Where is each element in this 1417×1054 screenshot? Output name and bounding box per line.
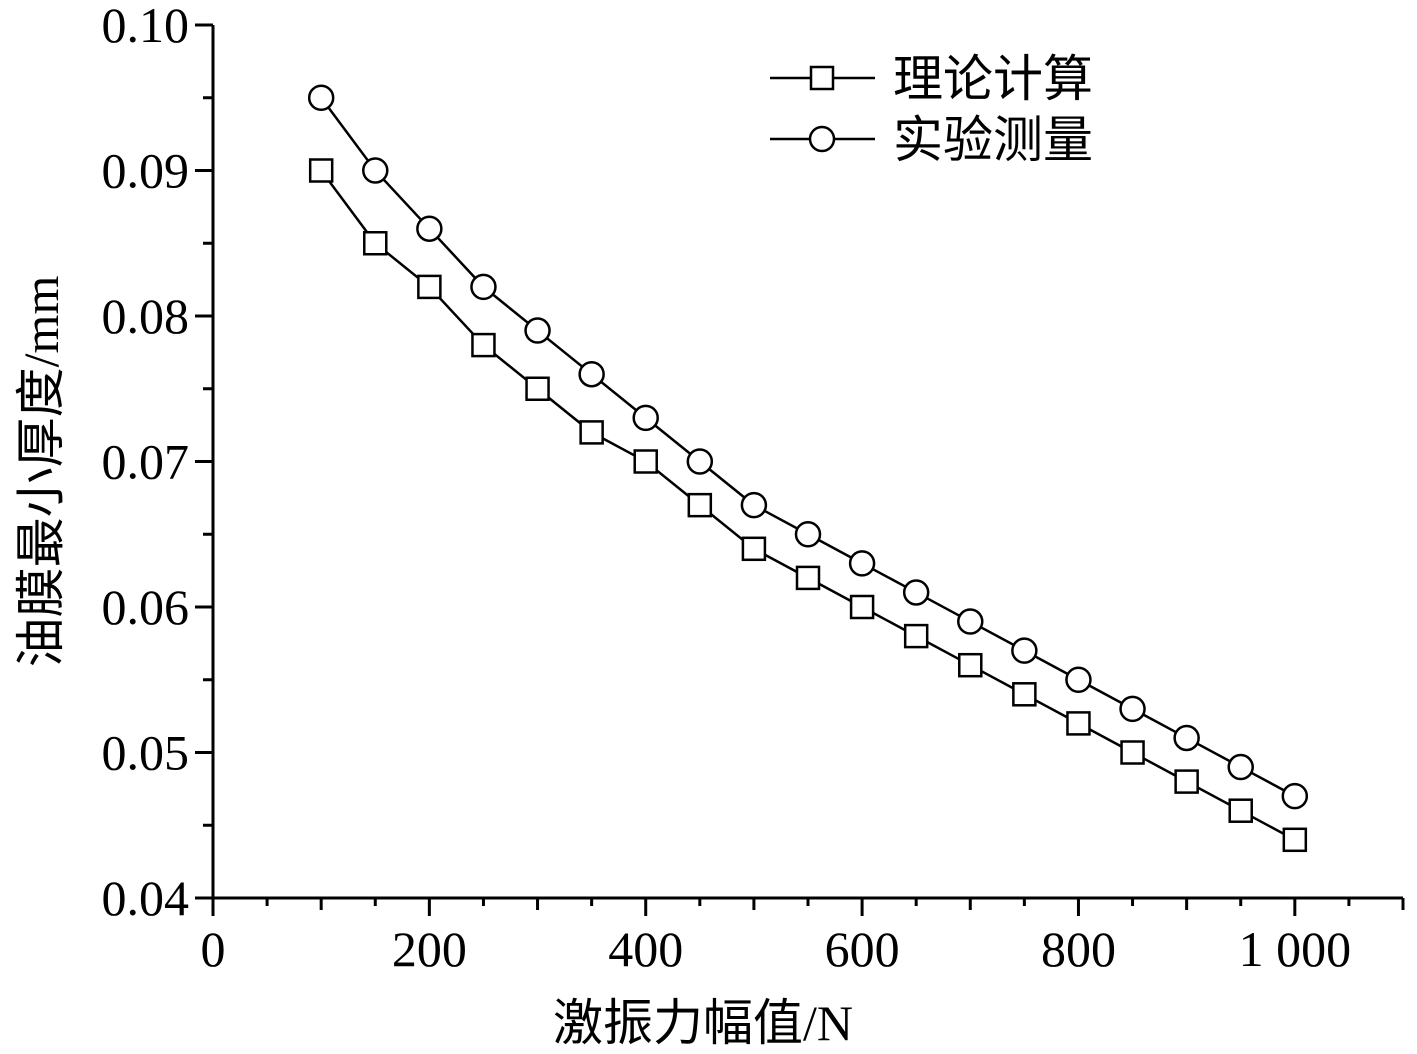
data-point-square — [525, 376, 550, 401]
data-point-circle — [524, 317, 551, 344]
x-tick-label: 0 — [201, 921, 226, 977]
legend-label-theory: 理论计算 — [893, 51, 1093, 107]
legend-marker-square — [809, 65, 835, 91]
data-point-circle — [686, 448, 714, 475]
data-point-square — [471, 332, 496, 358]
data-point-circle — [470, 273, 497, 301]
legend-item-experiment: 实验测量 — [770, 112, 1093, 168]
data-point-square — [633, 449, 658, 474]
data-point-circle — [1173, 724, 1200, 752]
axes — [211, 25, 1403, 900]
data-point-circle — [632, 404, 659, 432]
data-point-circle — [1119, 695, 1146, 723]
data-point-circle — [848, 550, 876, 577]
data-point-square — [579, 420, 604, 445]
data-point-square — [1012, 682, 1037, 707]
data-point-square — [1228, 798, 1253, 823]
y-tick-label: 0.04 — [102, 870, 190, 926]
data-point-circle — [307, 84, 335, 111]
legend: 理论计算 实验测量 — [770, 51, 1093, 168]
x-tick-label: 800 — [1041, 921, 1116, 977]
data-point-circle — [578, 360, 605, 388]
data-point-circle — [362, 157, 389, 184]
legend-label-experiment: 实验测量 — [893, 112, 1093, 168]
y-tick-label: 0.06 — [102, 579, 190, 635]
y-tick-label: 0.05 — [102, 725, 190, 781]
x-axis-title: 激振力幅值/N — [553, 995, 853, 1051]
data-point-square — [1174, 769, 1199, 794]
series-layer — [307, 84, 1309, 853]
series-experiment — [307, 84, 1309, 810]
data-point-circle — [902, 579, 930, 606]
x-tick-label: 600 — [825, 921, 900, 977]
data-point-circle — [957, 608, 984, 635]
data-point-square — [1066, 711, 1091, 736]
x-tick-label: 200 — [392, 921, 467, 977]
data-point-square — [795, 565, 821, 591]
data-point-circle — [1065, 666, 1092, 693]
data-point-circle — [740, 491, 768, 519]
data-point-square — [903, 623, 929, 649]
y-tick-label: 0.08 — [102, 288, 190, 344]
data-point-square — [958, 652, 983, 678]
data-point-square — [741, 536, 767, 562]
data-point-square — [363, 231, 388, 256]
series-theory — [308, 158, 1308, 853]
legend-item-theory: 理论计算 — [770, 51, 1093, 107]
x-tick-label: 1 000 — [1239, 921, 1352, 977]
y-tick-label: 0.07 — [102, 434, 190, 490]
x-axis-ticks: 0 200 400 600 800 1 000 — [201, 898, 1405, 977]
data-point-square — [687, 492, 713, 518]
data-point-square — [1282, 827, 1308, 853]
y-tick-label: 0.09 — [102, 143, 190, 199]
data-point-circle — [794, 521, 822, 548]
data-point-square — [308, 158, 334, 183]
data-point-circle — [416, 215, 443, 242]
y-tick-label: 0.10 — [102, 0, 190, 53]
data-point-square — [1120, 740, 1145, 765]
data-point-circle — [1281, 782, 1309, 810]
x-tick-label: 400 — [608, 921, 683, 977]
data-point-square — [417, 274, 442, 300]
y-axis-ticks: 0.04 0.05 0.06 0.07 0.08 0.09 0.10 — [102, 0, 213, 926]
data-point-square — [849, 594, 875, 620]
data-point-circle — [1011, 637, 1038, 664]
y-axis-title: 油膜最小厚度/mm — [13, 276, 69, 668]
series-line — [320, 97, 1296, 798]
data-point-circle — [1227, 753, 1254, 781]
legend-marker-circle — [808, 125, 836, 153]
